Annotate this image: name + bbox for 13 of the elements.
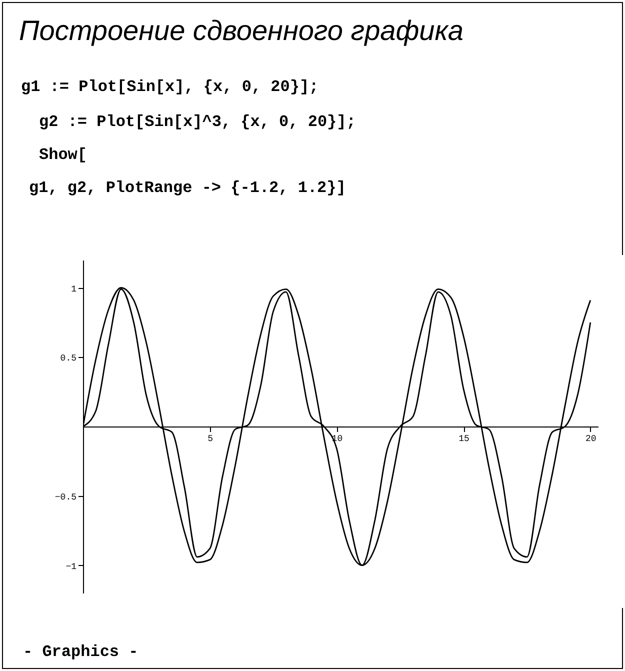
text: g1, g2, PlotRange -> {-1.2, 1.2}] — [29, 179, 346, 197]
chart-title: Построение сдвоенного графика — [19, 15, 464, 47]
y-tick-label: 1 — [71, 284, 76, 294]
text: Show[ — [39, 146, 88, 164]
text: g2 := Plot[Sin[x]^3, {x, 0, 20}]; — [39, 113, 356, 131]
text: g1 := Plot[Sin[x], {x, 0, 20}]; — [21, 78, 319, 96]
text: - Graphics - — [23, 643, 138, 661]
x-tick-label: 15 — [458, 434, 470, 444]
y-tick-label: 0.5 — [60, 354, 76, 364]
y-tick-label: −0.5 — [54, 492, 76, 502]
x-tick-label: 5 — [208, 434, 214, 444]
x-tick-label: 20 — [585, 434, 596, 444]
y-tick-label: −1 — [66, 562, 76, 572]
